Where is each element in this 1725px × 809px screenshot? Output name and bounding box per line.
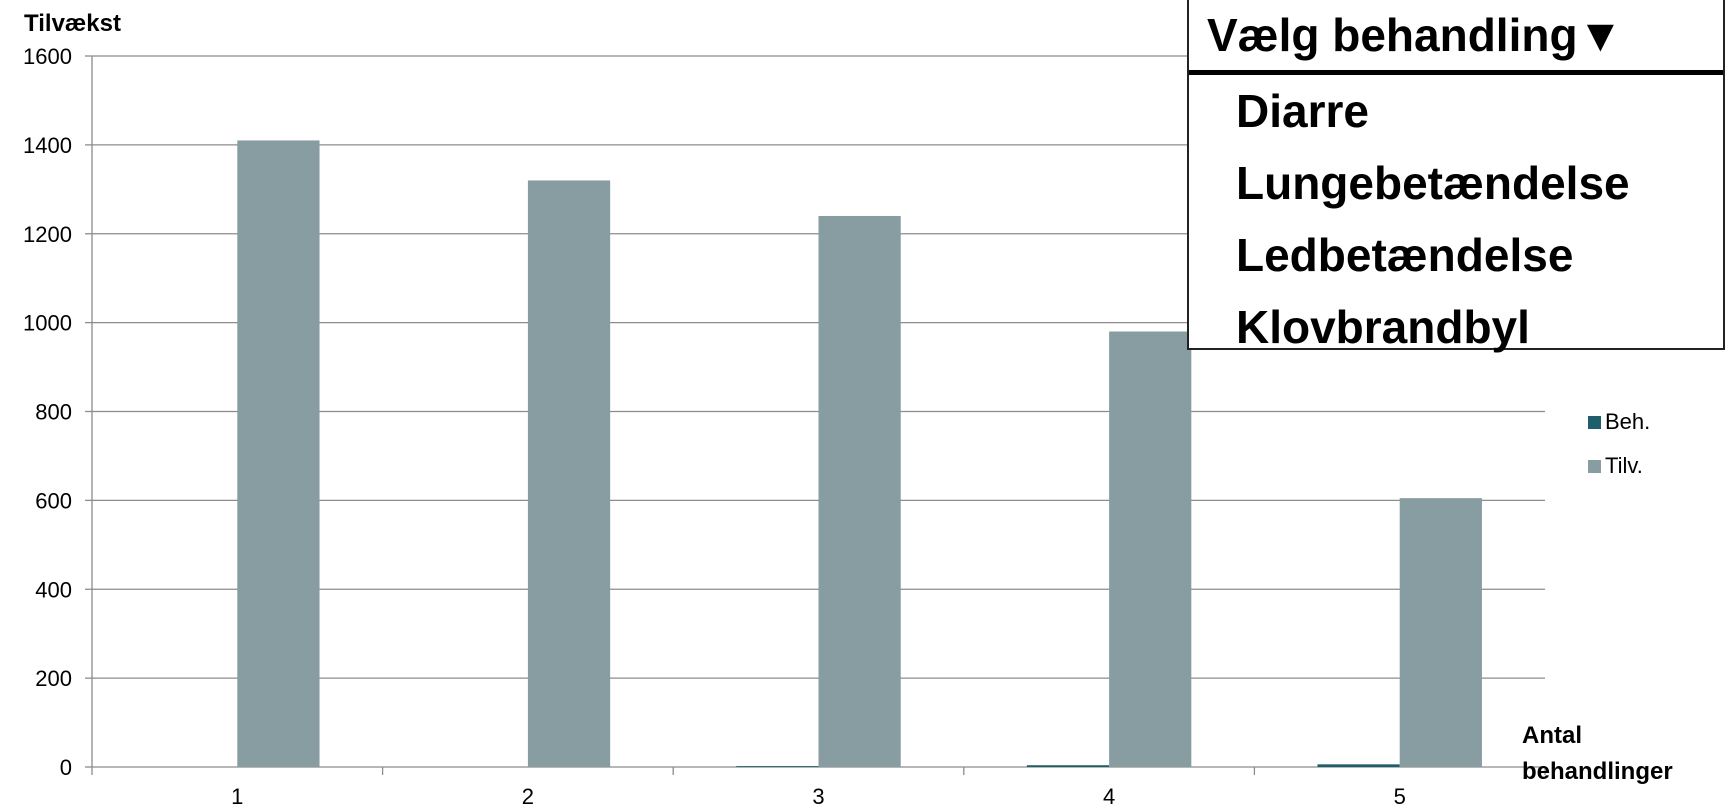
legend-item-beh: Beh.: [1588, 400, 1650, 444]
y-tick-label: 0: [60, 755, 72, 780]
bar-tilv-2: [527, 180, 611, 768]
treatment-dropdown[interactable]: Vælg behandling ▼ Diarre Lungebetændelse…: [1187, 0, 1725, 353]
bar-beh-4: [1026, 765, 1110, 767]
legend-item-tilv: Tilv.: [1588, 444, 1650, 488]
chart-legend: Beh. Tilv.: [1588, 400, 1650, 488]
x-tick-label: 1: [231, 784, 243, 809]
bar-beh-3: [736, 766, 819, 767]
y-tick-label: 1000: [23, 311, 72, 336]
y-tick-label: 1600: [23, 44, 72, 69]
y-tick-label: 1200: [23, 222, 72, 247]
y-tick-label: 200: [35, 666, 72, 691]
dropdown-options: Diarre Lungebetændelse Ledbetændelse Klo…: [1189, 75, 1723, 363]
dropdown-option-klovbrandbyl[interactable]: Klovbrandbyl: [1236, 301, 1530, 353]
x-axis-label-line-1: Antal: [1522, 722, 1582, 749]
y-tick-label: 600: [35, 488, 72, 513]
legend-swatch-beh: [1588, 415, 1601, 429]
dropdown-label: Vælg behandling: [1207, 9, 1578, 61]
x-tick-label: 3: [812, 784, 824, 809]
y-tick-label: 400: [35, 577, 72, 602]
legend-label-beh: Beh.: [1605, 409, 1651, 434]
bar-tilv-5: [1399, 498, 1482, 767]
x-axis-label: Antal behandlinger: [1522, 718, 1673, 790]
dropdown-option-diarre[interactable]: Diarre: [1236, 85, 1369, 137]
x-tick-label: 5: [1394, 784, 1406, 809]
dropdown-toggle[interactable]: Vælg behandling ▼: [1189, 0, 1723, 75]
dropdown-option-lungebetaendelse[interactable]: Lungebetændelse: [1236, 157, 1630, 209]
y-tick-label: 800: [35, 400, 72, 425]
x-tick-label: 4: [1103, 784, 1115, 809]
y-tick-label: 1400: [23, 133, 72, 158]
y-axis-label: Tilvækst: [24, 10, 121, 37]
bar-tilv-4: [1109, 331, 1192, 767]
dropdown-option-ledbetaendelse[interactable]: Ledbetændelse: [1236, 229, 1574, 281]
bar-tilv-3: [818, 215, 901, 768]
x-axis-label-line-2: behandlinger: [1522, 758, 1673, 785]
bar-beh-5: [1317, 764, 1400, 767]
dropdown-arrow-icon: ▼: [1577, 9, 1624, 61]
legend-swatch-tilv: [1588, 459, 1601, 473]
x-tick-label: 2: [522, 784, 534, 809]
legend-label-tilv: Tilv.: [1605, 453, 1643, 478]
bar-tilv-1: [237, 140, 320, 767]
